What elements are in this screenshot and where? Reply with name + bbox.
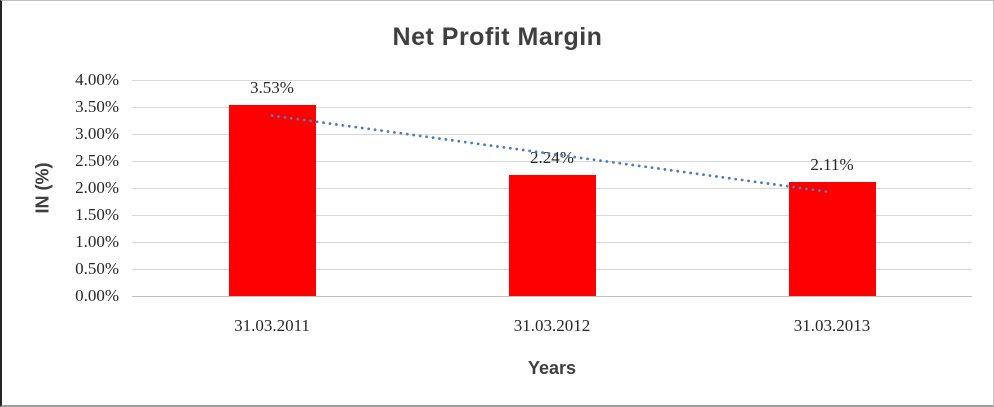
x-tick-label: 31.03.2012	[513, 316, 591, 335]
y-tick-label: 2.00%	[75, 178, 119, 197]
y-tick-label: 1.00%	[75, 232, 119, 251]
data-label: 2.11%	[810, 155, 854, 175]
x-axis-title: Years	[527, 358, 577, 378]
bar-31.03.2012	[508, 175, 596, 296]
plot-area: 3.53% 2.24% 2.11%	[132, 78, 972, 297]
gridline	[132, 106, 972, 108]
gridline	[132, 133, 972, 135]
trendline-path	[270, 114, 834, 194]
y-tick-label: 3.50%	[75, 97, 119, 116]
y-tick-label: 3.00%	[75, 124, 119, 143]
chart-title: Net Profit Margin	[392, 23, 603, 51]
x-tick-label: 31.03.2011	[234, 316, 310, 335]
y-tick-label: 2.50%	[75, 151, 119, 170]
data-label: 3.53%	[250, 78, 294, 98]
y-tick-label: 1.50%	[75, 205, 119, 224]
y-tick-label: 4.00%	[75, 70, 119, 89]
x-tick-label: 31.03.2013	[793, 316, 871, 335]
y-tick-label: 0.00%	[75, 286, 119, 305]
y-tick-label: 0.50%	[75, 259, 119, 278]
gridline	[132, 160, 972, 162]
x-axis-line	[132, 295, 972, 297]
bar-31.03.2013	[788, 182, 876, 296]
trendline	[270, 114, 834, 194]
data-label: 2.24%	[530, 148, 574, 168]
gridline	[132, 79, 972, 81]
bar-31.03.2011	[228, 105, 316, 296]
